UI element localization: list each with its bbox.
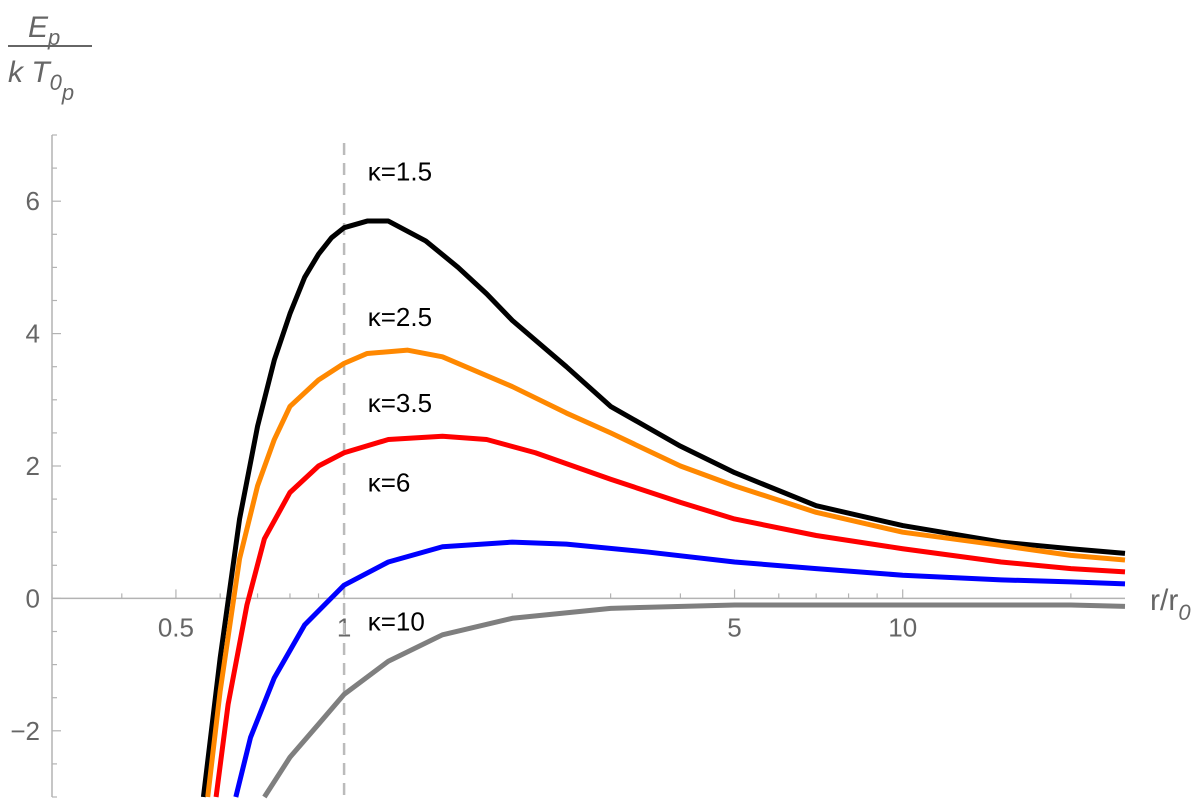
series-line-5	[262, 602, 1126, 799]
series-line-2	[205, 347, 1126, 798]
series-label-3: κ=3.5	[368, 388, 432, 418]
y-tick-label: 6	[26, 186, 40, 216]
x-tick-label: 0.5	[158, 612, 194, 642]
x-axis-label: r/r0	[1150, 584, 1191, 625]
series-line-4	[233, 539, 1126, 798]
y-tick-label: 4	[26, 319, 40, 349]
series-label-5: κ=10	[368, 607, 425, 637]
y-tick-label: 2	[26, 451, 40, 481]
y-axis-label-denominator: k T0p	[8, 56, 74, 105]
x-tick-label: 5	[727, 612, 741, 642]
series-line-3	[213, 433, 1126, 798]
series-label-1: κ=1.5	[368, 156, 432, 186]
x-tick-label: 10	[888, 612, 917, 642]
y-axis-label: Ep k T0p	[8, 11, 92, 105]
y-axis-label-numerator: Ep	[28, 11, 60, 50]
series-labels: κ=1.5 κ=2.5 κ=3.5 κ=6 κ=10	[368, 156, 432, 636]
y-tick-label: −2	[10, 716, 40, 746]
series-label-2: κ=2.5	[368, 302, 432, 332]
series-label-4: κ=6	[368, 468, 411, 498]
y-tick-label: 0	[26, 583, 40, 613]
series-line-1	[200, 218, 1126, 798]
series-group	[200, 218, 1126, 799]
